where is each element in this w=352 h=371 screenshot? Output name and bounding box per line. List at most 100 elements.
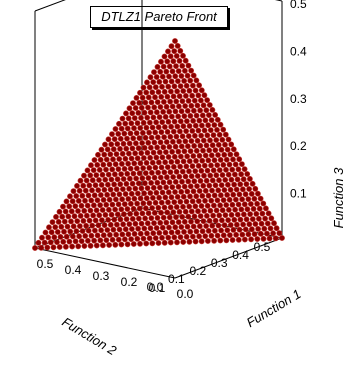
data-point <box>144 149 151 156</box>
data-point <box>199 157 206 164</box>
data-point <box>166 63 173 70</box>
data-point <box>125 160 132 167</box>
data-point <box>255 215 262 222</box>
data-point <box>193 77 200 84</box>
data-point <box>235 166 242 173</box>
data-point <box>140 200 147 207</box>
data-point <box>75 197 82 204</box>
data-point <box>247 211 253 217</box>
data-point <box>153 225 160 231</box>
data-point <box>61 228 67 235</box>
data-point <box>95 187 102 193</box>
data-point <box>186 123 193 129</box>
data-point <box>208 152 215 159</box>
data-point <box>225 217 231 223</box>
data-point <box>221 151 228 158</box>
data-point <box>123 216 130 222</box>
data-point <box>245 196 252 202</box>
data-point <box>117 145 123 152</box>
data-point <box>144 114 151 121</box>
data-point <box>217 202 223 209</box>
data-point <box>170 93 177 100</box>
data-point <box>41 239 48 246</box>
data-point <box>199 228 206 235</box>
data-point <box>178 224 185 230</box>
data-point <box>176 173 183 180</box>
data-point <box>181 113 188 119</box>
data-point <box>203 212 210 219</box>
data-point <box>177 198 184 205</box>
data-point <box>155 204 162 211</box>
data-point <box>170 209 177 216</box>
data-point <box>181 218 188 225</box>
data-point <box>216 212 223 219</box>
data-point <box>135 145 142 152</box>
data-point <box>217 192 224 199</box>
data-point <box>190 72 197 79</box>
data-point <box>189 198 196 205</box>
data-point <box>118 206 125 213</box>
data-point <box>196 152 203 159</box>
data-point <box>259 210 266 217</box>
data-point <box>129 145 136 152</box>
data-point <box>152 164 159 171</box>
data-point <box>165 118 172 125</box>
data-point <box>69 243 75 250</box>
data-point <box>192 122 199 129</box>
data-point <box>115 166 122 172</box>
data-point <box>53 213 59 220</box>
data-point <box>161 124 168 130</box>
data-point <box>150 149 157 156</box>
data-point <box>138 150 145 156</box>
data-point <box>226 161 233 168</box>
data-point <box>198 238 205 245</box>
data-point <box>228 141 235 148</box>
data-point <box>181 67 188 74</box>
data-point <box>202 152 209 159</box>
data-point <box>265 210 272 217</box>
data-point <box>127 165 134 172</box>
data-point <box>95 222 102 229</box>
data-point <box>91 237 97 244</box>
data-point <box>225 136 232 143</box>
data-point <box>187 148 194 154</box>
data-point <box>271 220 277 227</box>
data-point <box>212 112 218 118</box>
data-point <box>214 232 221 239</box>
data-point <box>121 130 128 137</box>
data-point <box>258 220 265 227</box>
data-point <box>201 172 207 179</box>
data-point <box>85 237 91 244</box>
data-point <box>230 146 237 153</box>
data-point <box>85 227 92 234</box>
data-point <box>198 87 205 94</box>
data-point <box>227 186 234 193</box>
data-point <box>143 89 150 96</box>
data-point <box>165 83 172 90</box>
data-point <box>245 231 252 238</box>
data-point <box>198 203 205 209</box>
data-point <box>183 128 189 134</box>
data-point <box>174 229 181 236</box>
data-point <box>124 241 131 248</box>
data-point <box>213 172 220 179</box>
data-point <box>209 177 216 184</box>
data-point <box>113 196 119 203</box>
function-2-tick-label: 0.2 <box>121 275 138 289</box>
data-point <box>63 198 70 205</box>
data-point <box>198 167 205 174</box>
data-point <box>131 230 138 237</box>
data-point <box>205 227 212 234</box>
data-point <box>108 211 115 218</box>
data-point <box>161 204 168 211</box>
data-point <box>99 207 106 213</box>
data-point <box>203 177 210 184</box>
data-point <box>119 160 125 167</box>
data-point <box>140 155 147 161</box>
data-point <box>109 166 116 173</box>
data-point <box>148 169 155 176</box>
data-point <box>189 92 195 99</box>
data-point <box>117 135 124 142</box>
data-point <box>206 102 213 108</box>
data-point <box>122 236 128 243</box>
